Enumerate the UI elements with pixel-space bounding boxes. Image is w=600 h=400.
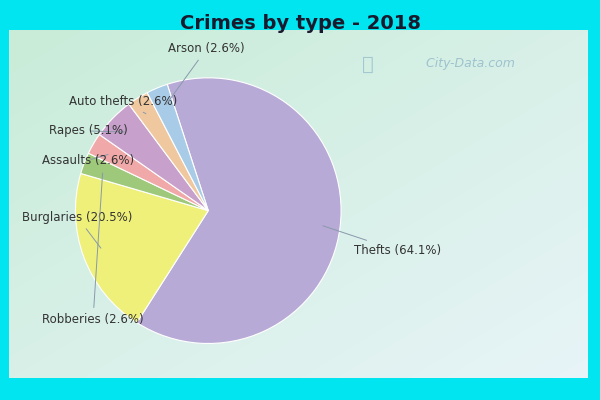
Wedge shape	[100, 104, 208, 211]
Text: Thefts (64.1%): Thefts (64.1%)	[323, 226, 440, 257]
Text: Rapes (5.1%): Rapes (5.1%)	[49, 124, 128, 138]
Text: Crimes by type - 2018: Crimes by type - 2018	[179, 14, 421, 33]
Text: ⓘ: ⓘ	[362, 54, 374, 74]
Text: Assaults (2.6%): Assaults (2.6%)	[42, 154, 134, 167]
Text: Robberies (2.6%): Robberies (2.6%)	[42, 173, 144, 326]
Wedge shape	[76, 174, 208, 323]
Wedge shape	[147, 84, 208, 211]
Text: Burglaries (20.5%): Burglaries (20.5%)	[22, 211, 133, 248]
Wedge shape	[88, 134, 208, 211]
Text: Arson (2.6%): Arson (2.6%)	[166, 42, 245, 104]
Wedge shape	[81, 153, 208, 211]
Text: Auto thefts (2.6%): Auto thefts (2.6%)	[69, 95, 177, 114]
Wedge shape	[137, 78, 341, 344]
Text: City-Data.com: City-Data.com	[422, 58, 515, 70]
Wedge shape	[129, 93, 208, 211]
